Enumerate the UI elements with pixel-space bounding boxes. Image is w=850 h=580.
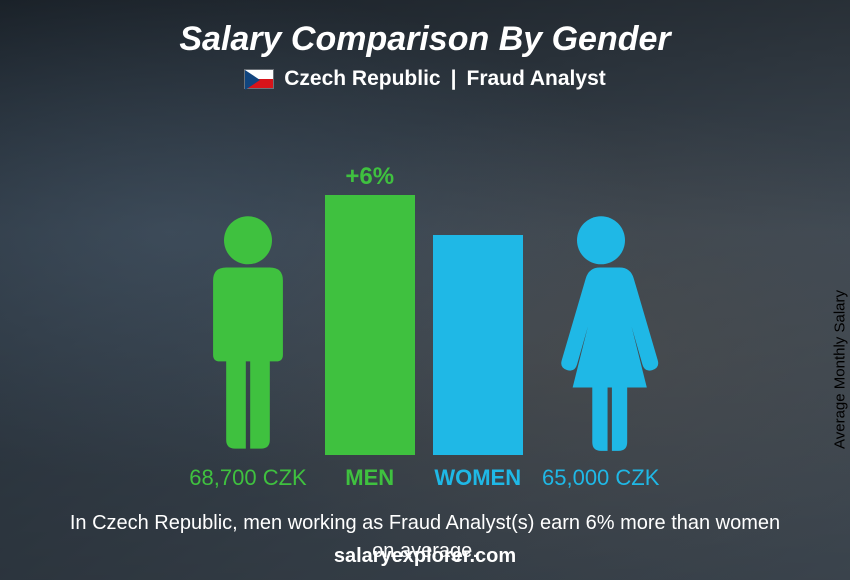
y-axis-label: Average Monthly Salary — [832, 290, 849, 449]
role-label: Fraud Analyst — [467, 67, 606, 91]
country-label: Czech Republic — [284, 67, 440, 91]
women-salary: 65,000 CZK — [542, 465, 659, 491]
subtitle-row: Czech Republic | Fraud Analyst — [244, 67, 606, 91]
women-column: 65,000 CZK — [541, 213, 661, 491]
woman-icon — [541, 213, 661, 453]
main-title: Salary Comparison By Gender — [179, 20, 670, 59]
men-bar-column: +6% MEN — [325, 195, 415, 491]
women-bar-column: WOMEN — [433, 235, 523, 491]
footer-source: salaryexplorer.com — [0, 545, 850, 568]
women-bar — [433, 235, 523, 455]
men-bar — [325, 195, 415, 455]
men-salary: 68,700 CZK — [189, 465, 306, 491]
women-label: WOMEN — [434, 465, 521, 491]
separator: | — [451, 67, 457, 91]
infographic-container: Salary Comparison By Gender Czech Republ… — [0, 0, 850, 580]
percent-diff: +6% — [345, 163, 394, 191]
chart-area: 68,700 CZK +6% MEN WOMEN 65,000 CZK — [30, 99, 820, 491]
flag-icon — [244, 69, 274, 89]
men-label: MEN — [345, 465, 394, 491]
men-column: 68,700 CZK — [189, 213, 306, 491]
man-icon — [193, 213, 303, 453]
